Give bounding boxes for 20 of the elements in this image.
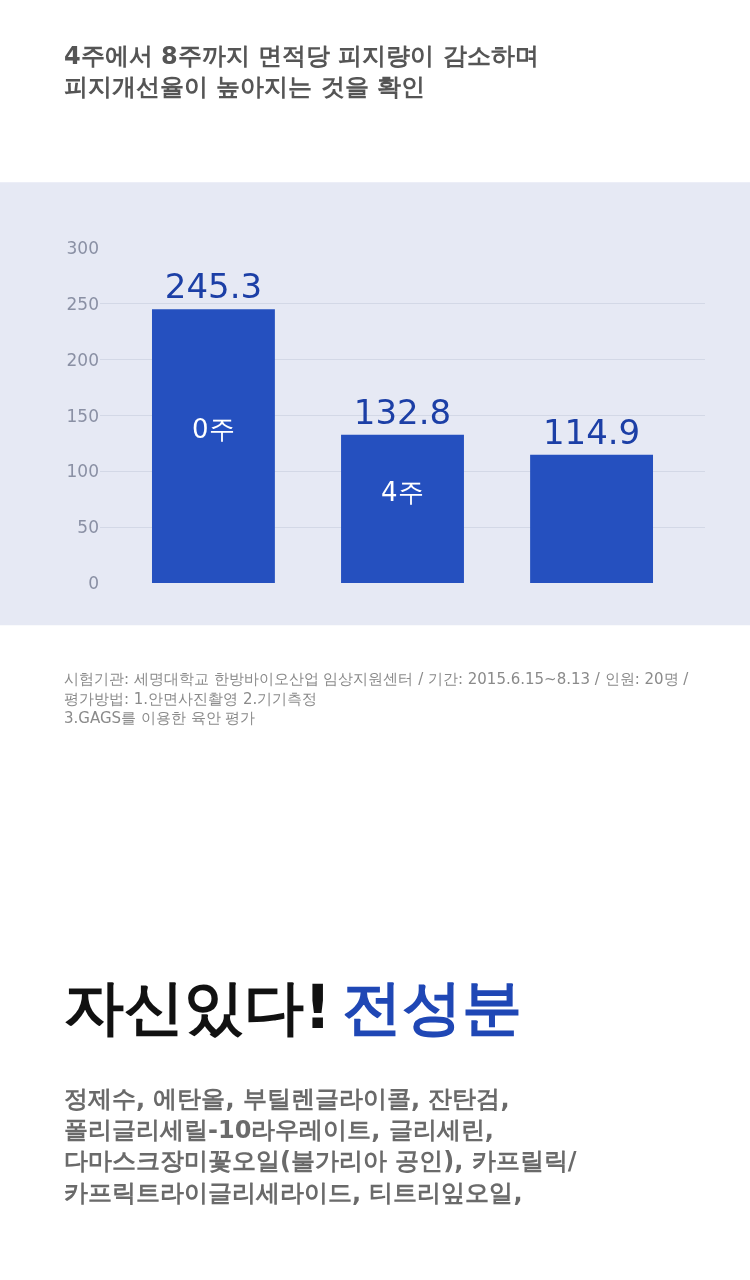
y-tick-label: 50 bbox=[77, 517, 99, 538]
bar bbox=[530, 454, 654, 583]
x-tick-label: 4주 bbox=[381, 477, 424, 507]
y-tick-label: 300 bbox=[66, 238, 99, 259]
text: 정제수, 에탄올, 부틸렌글라이콜, 잔탄검, 폴리글리세릴-10라우레이트, 글리세린, 다마스크장미꽃오일(불가리아 공인), 카프릴릭/ 카프릭트라이글리세라이드, 티트리잎오일, bbox=[64, 1085, 577, 1207]
y-tick-label: 100 bbox=[66, 461, 99, 482]
y-tick-label: 200 bbox=[66, 349, 99, 370]
text: 전성분 bbox=[342, 972, 522, 1042]
text: 자신있다! bbox=[64, 972, 332, 1042]
bar bbox=[341, 434, 464, 583]
y-tick-label: 0 bbox=[88, 572, 99, 593]
chart-title: 4주에서 8주까지 면적당 피지량이 감소하며 피지개선율이 높아지는 것을 확인 bbox=[64, 42, 539, 102]
y-tick-label: 150 bbox=[66, 405, 99, 426]
text: 시험기관: 세명대학교 한방바이오산업 임상지원센터 / 기간: 2015.6.15~8.13 / 인원: 20명 / 평가방법: 1.안면사진촬영 2.기기측정 3.GAGS를 이용한 육안 평가 bbox=[64, 670, 690, 727]
data-label: 245.3 bbox=[164, 266, 263, 307]
bar bbox=[151, 309, 275, 583]
y-tick-label: 250 bbox=[66, 293, 99, 314]
data-label: 132.8 bbox=[353, 391, 452, 432]
data-label: 114.9 bbox=[542, 411, 641, 452]
x-tick-label: 0주 bbox=[192, 414, 235, 444]
